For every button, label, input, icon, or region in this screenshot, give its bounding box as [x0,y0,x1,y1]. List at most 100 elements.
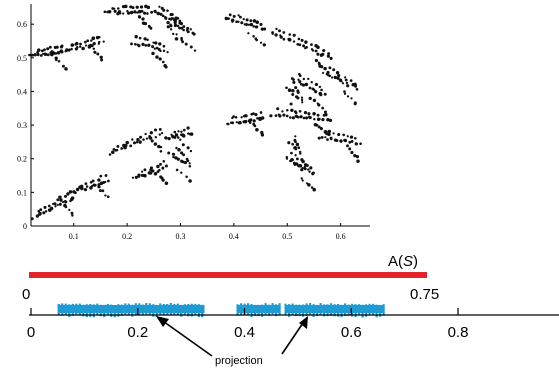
scatter-point [298,74,302,78]
scatter-point [57,59,61,63]
scatter-point [301,101,304,104]
projection-segment-spike [236,304,239,316]
projection-segment-spike [275,304,278,317]
scatter-point [143,21,148,26]
scatter-point [98,40,101,44]
scatter-point [49,206,54,211]
scatter-point [326,117,330,122]
projection-segment-spike [271,303,274,315]
scatter-point [240,116,243,119]
scatter-point [310,81,313,84]
scatter-point [68,208,71,212]
scatter-point [307,112,311,116]
scatter-point [323,66,327,71]
scatter-point [354,142,358,146]
projection-segment-spike [382,304,385,316]
projection-segment-spike [247,303,250,316]
scatter-point [300,177,303,180]
scatter-point [303,167,307,171]
attractor-bar-start-label: 0 [22,286,30,303]
scatter-point [282,37,286,41]
scatter-point [323,92,327,96]
scatter-point [296,115,300,119]
scatter-point [308,116,312,120]
scatter-point [186,30,190,34]
projection-segment-spike [64,303,67,316]
scatter-point [332,132,335,135]
scatter-point [131,138,134,141]
scatter-point [167,136,171,141]
projection-segment-spike [68,304,71,317]
scatter-point [99,55,103,59]
scatter-point [158,57,162,61]
scatter-point [346,84,350,88]
scatter-point [337,132,341,137]
projection-segment-spike [183,304,186,316]
scatter-point [174,156,178,160]
scatter-point [112,147,116,151]
scatter-point [124,4,128,9]
scatter-point [125,140,129,145]
projection-segment-spike [110,304,113,317]
scatter-point [353,102,357,106]
scatter-point [231,121,235,125]
scatter-point [176,24,180,28]
scatter-point [146,5,151,10]
scatter-point [173,23,178,28]
scatter-point [99,174,103,178]
projection-segment-spike [99,304,102,317]
projection-segment-spike [278,303,281,315]
scatter-point [64,67,68,71]
scatter-point [70,196,75,200]
scatter-point [170,133,173,136]
scatter-point [350,139,354,143]
scatter-point [333,75,337,80]
projection-segment-spike [358,304,361,316]
scatter-point [91,179,95,183]
scatter-point [108,10,112,14]
scatter-point [327,132,331,137]
scatter-point [120,147,124,150]
scatter-point [291,116,296,120]
scatter-point [37,209,40,213]
projection-segment-spike [261,304,264,317]
scatter-point [58,195,62,199]
projection-segment-spike [365,304,368,317]
scatter-point [158,42,162,46]
scatter-point [317,125,321,129]
projection-segment-spike [89,304,92,317]
projection-segment-spike [173,303,176,316]
scatter-point [115,148,119,152]
scatter-point [177,148,181,152]
scatter-point [143,168,147,172]
scatter-point [182,153,186,157]
scatter-point [37,48,41,52]
scatter-point [290,151,293,155]
scatter-point [185,175,188,179]
scatter-point [300,168,304,172]
scatter-point [63,194,68,198]
scatter-x-tick-label: 0.5 [282,232,292,241]
scatter-point [50,53,54,57]
scatter-point [315,123,319,127]
scatter-point [307,77,310,81]
scatter-point [42,211,46,215]
scatter-point [56,50,61,55]
scatter-point [354,137,357,140]
scatter-point [141,17,145,21]
scatter-point [111,150,115,154]
scatter-point [162,160,166,163]
scatter-x-tick-label: 0.1 [69,232,79,241]
scatter-point [102,40,105,43]
scatter-point [304,82,309,87]
scatter-point [312,98,317,103]
projection-segment-spike [264,303,267,315]
scatter-point [46,53,50,57]
scatter-point [314,90,318,94]
scatter-point [134,175,138,179]
scatter-point [164,164,168,168]
scatter-point [297,146,301,150]
scatter-point [65,48,69,52]
scatter-point [255,128,259,132]
projection-segment-spike [106,303,109,316]
